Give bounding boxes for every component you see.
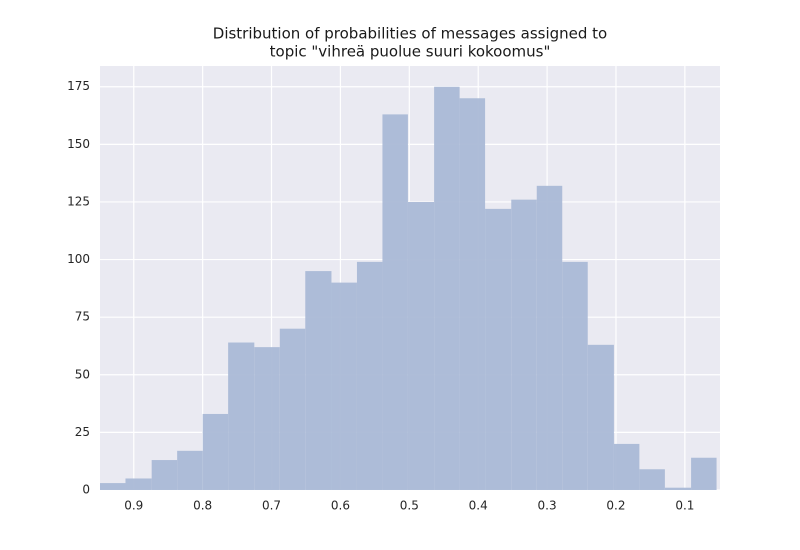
x-tick-label: 0.2: [606, 499, 625, 513]
bar: [459, 98, 486, 491]
bar: [664, 487, 692, 490]
bar: [305, 271, 332, 490]
bar: [511, 199, 537, 491]
x-tick-label: 0.1: [675, 499, 694, 513]
y-tick-label: 150: [67, 137, 90, 151]
y-tick-label: 50: [75, 367, 90, 381]
x-tick-label: 0.8: [193, 499, 212, 513]
y-tick-label: 175: [67, 79, 90, 93]
x-tick-label: 0.4: [469, 499, 488, 513]
y-tick-label: 75: [75, 310, 90, 324]
bar: [639, 469, 665, 490]
chart-title: Distribution of probabilities of message…: [213, 25, 607, 43]
y-tick-label: 125: [67, 194, 90, 208]
bar: [691, 457, 717, 490]
bar: [562, 261, 588, 490]
x-tick-label: 0.6: [331, 499, 350, 513]
bar: [228, 342, 255, 490]
y-tick-label: 25: [75, 425, 90, 439]
chart-title: topic "vihreä puolue suuri kokoomus": [270, 43, 551, 61]
bar: [202, 413, 229, 490]
bar: [331, 282, 357, 490]
x-tick-label: 0.7: [262, 499, 281, 513]
bar: [587, 344, 614, 490]
bar: [536, 185, 563, 490]
x-tick-label: 0.9: [124, 499, 143, 513]
bar: [100, 483, 126, 490]
bar: [407, 201, 435, 490]
bar: [279, 328, 306, 490]
bar: [254, 347, 280, 490]
bar: [356, 261, 383, 490]
y-tick-label: 100: [67, 252, 90, 266]
bar: [177, 450, 203, 490]
y-tick-label: 0: [82, 483, 90, 497]
bar: [125, 478, 152, 490]
x-tick-label: 0.5: [400, 499, 419, 513]
bar: [151, 460, 178, 490]
bar: [382, 114, 408, 491]
bar: [485, 208, 512, 490]
bar: [434, 86, 460, 490]
x-tick-label: 0.3: [538, 499, 557, 513]
bar: [613, 443, 640, 490]
